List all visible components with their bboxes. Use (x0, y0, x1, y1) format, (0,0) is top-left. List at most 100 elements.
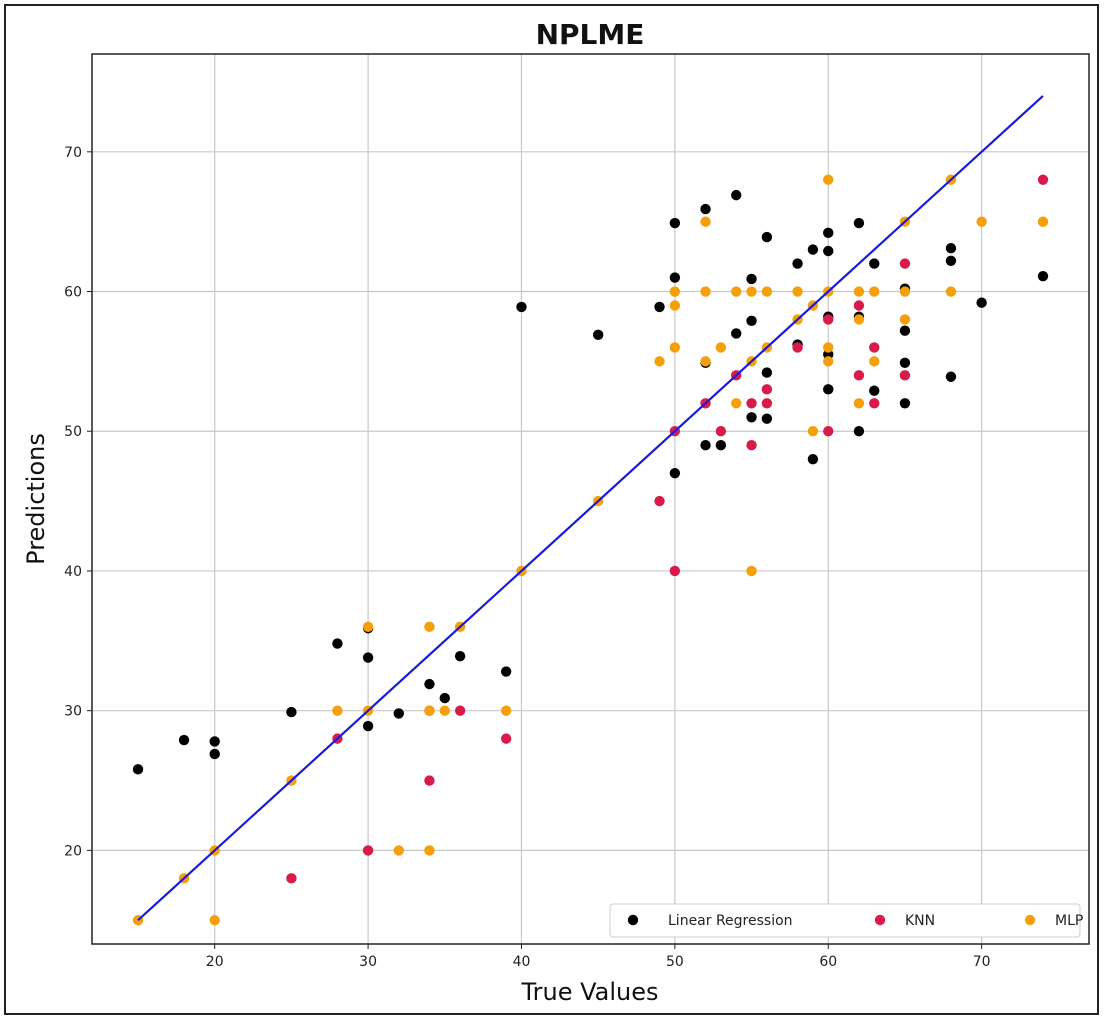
data-point (869, 356, 880, 367)
data-point (853, 426, 865, 437)
y-ticks: 20 30 40 50 60 70 (64, 145, 92, 859)
plot-area (91, 53, 1090, 945)
data-point (178, 734, 190, 746)
data-point (746, 412, 757, 423)
x-tick-label: 30 (359, 954, 377, 970)
data-point (853, 300, 865, 311)
data-point (823, 426, 834, 437)
data-point (1037, 270, 1049, 282)
data-point (669, 217, 681, 229)
y-axis-label: Predictions (22, 433, 50, 565)
data-point (945, 286, 957, 297)
legend-label: Linear Regression (668, 913, 793, 929)
data-point (209, 736, 220, 747)
data-point (853, 217, 865, 229)
y-tick-label: 50 (64, 424, 82, 440)
data-point (1037, 174, 1049, 185)
data-point (899, 258, 911, 269)
x-tick-label: 40 (513, 954, 531, 970)
data-point (700, 440, 711, 451)
data-point (654, 301, 665, 313)
data-point (286, 706, 297, 718)
data-point (654, 356, 665, 367)
data-point (976, 297, 987, 308)
data-point (807, 426, 819, 437)
data-point (700, 216, 711, 227)
data-point (899, 314, 911, 325)
data-point (869, 286, 880, 297)
data-point (669, 565, 681, 577)
data-point (424, 678, 435, 690)
series-knn (286, 174, 1049, 884)
data-point (869, 398, 880, 409)
data-point (669, 300, 681, 311)
data-point (746, 398, 757, 409)
data-point (945, 243, 957, 254)
data-point (362, 845, 374, 856)
data-point (439, 705, 450, 716)
data-point (761, 286, 773, 297)
legend-marker (874, 914, 886, 926)
series-mlp (132, 174, 1049, 926)
legend-label: KNN (905, 913, 935, 929)
data-point (592, 329, 604, 341)
data-point (853, 398, 865, 409)
data-point (823, 384, 834, 395)
y-tick-label: 30 (64, 704, 82, 720)
data-point (669, 286, 681, 297)
data-point (731, 286, 742, 297)
data-point (899, 325, 911, 336)
legend-marker (1024, 914, 1036, 926)
data-point (132, 764, 144, 775)
x-tick-label: 70 (973, 954, 991, 970)
data-point (362, 652, 374, 663)
data-point (439, 692, 450, 704)
x-ticks: 20 30 40 50 60 70 (206, 944, 991, 970)
data-point (792, 258, 803, 269)
series-linear-regression (132, 189, 1049, 775)
data-point (807, 244, 819, 255)
data-point (500, 666, 512, 677)
figure-frame (4, 4, 1099, 1015)
data-point (761, 367, 773, 378)
data-point (669, 342, 681, 353)
legend-label: MLP (1055, 913, 1083, 929)
y-tick-label: 40 (64, 564, 82, 580)
data-point (746, 315, 757, 327)
reference-line (137, 95, 1044, 922)
legend-marker (627, 914, 639, 926)
data-point (209, 915, 220, 926)
data-point (669, 272, 681, 283)
data-point (731, 189, 742, 201)
data-point (746, 273, 757, 285)
data-point (746, 440, 757, 451)
data-point (853, 370, 865, 381)
data-points (132, 174, 1049, 926)
data-point (715, 342, 727, 353)
data-point (669, 467, 681, 479)
chart-title: NPLME (536, 18, 645, 51)
data-point (286, 873, 297, 884)
data-point (761, 231, 773, 243)
data-point (1037, 216, 1049, 227)
data-point (761, 413, 773, 424)
legend: Linear Regression KNN MLP (609, 903, 1083, 938)
data-point (746, 286, 757, 297)
data-point (823, 314, 834, 325)
data-point (823, 174, 834, 185)
data-point (393, 708, 404, 719)
data-point (700, 286, 711, 297)
data-point (945, 255, 957, 266)
data-point (823, 227, 834, 239)
data-point (899, 286, 911, 297)
y-tick-label: 60 (64, 285, 82, 301)
x-tick-label: 20 (206, 954, 224, 970)
data-point (731, 398, 742, 409)
data-point (424, 775, 435, 786)
data-point (332, 638, 343, 649)
grid-lines (92, 54, 1089, 944)
data-point (899, 370, 911, 381)
data-point (424, 705, 435, 716)
data-point (362, 621, 374, 633)
